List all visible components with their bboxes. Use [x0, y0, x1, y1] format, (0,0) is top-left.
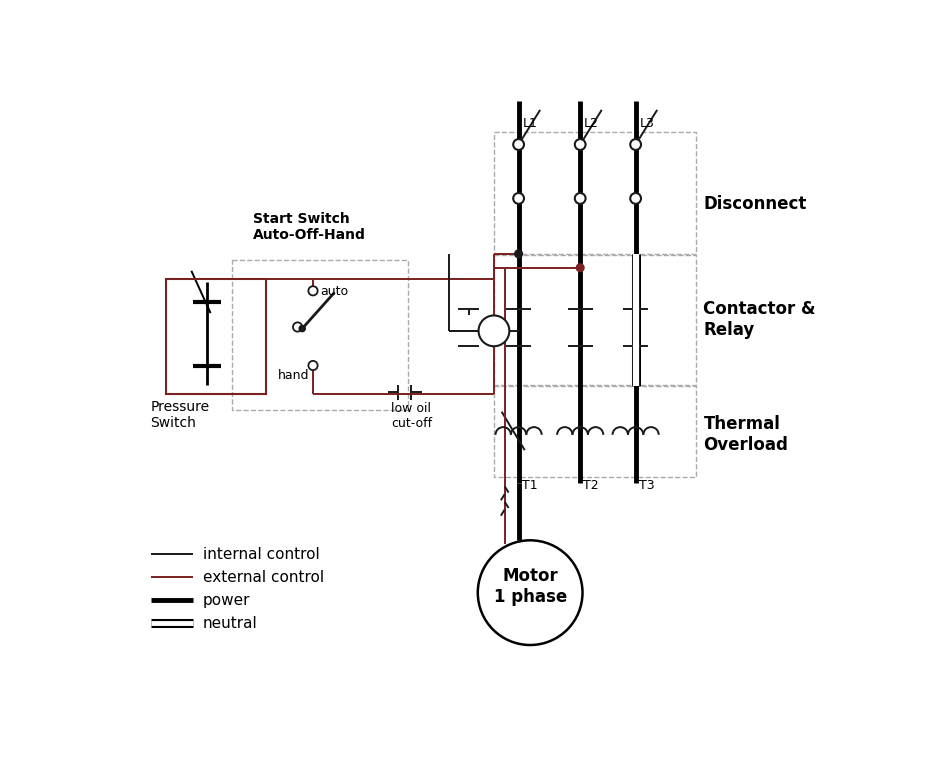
Text: Start Switch
Auto-Off-Hand: Start Switch Auto-Off-Hand — [253, 212, 366, 243]
Circle shape — [577, 264, 584, 272]
Text: Disconnect: Disconnect — [704, 195, 806, 213]
Text: T1: T1 — [522, 478, 538, 492]
Text: external control: external control — [203, 570, 324, 584]
Text: Contactor &
Relay: Contactor & Relay — [704, 300, 816, 339]
Text: T2: T2 — [583, 478, 599, 492]
Circle shape — [575, 193, 586, 204]
Text: auto: auto — [321, 285, 349, 298]
Text: L1: L1 — [523, 117, 538, 130]
Circle shape — [293, 323, 302, 332]
Text: hand: hand — [278, 369, 310, 382]
Text: power: power — [203, 593, 250, 607]
Circle shape — [630, 139, 641, 150]
Circle shape — [299, 326, 305, 332]
Text: internal control: internal control — [203, 547, 320, 561]
Circle shape — [309, 286, 318, 296]
Text: T3: T3 — [639, 478, 654, 492]
Circle shape — [477, 541, 582, 645]
Text: Thermal
Overload: Thermal Overload — [704, 415, 788, 454]
Text: Motor
1 phase: Motor 1 phase — [493, 567, 566, 606]
Text: L2: L2 — [584, 117, 599, 130]
Text: neutral: neutral — [203, 616, 258, 631]
Text: L3: L3 — [640, 117, 654, 130]
Text: low oil
cut-off: low oil cut-off — [391, 402, 432, 430]
Circle shape — [514, 193, 524, 204]
Text: Pressure
Switch: Pressure Switch — [150, 400, 210, 430]
Circle shape — [514, 139, 524, 150]
Circle shape — [630, 193, 641, 204]
Circle shape — [478, 316, 509, 346]
Circle shape — [309, 361, 318, 370]
Circle shape — [575, 139, 586, 150]
Circle shape — [514, 250, 523, 258]
